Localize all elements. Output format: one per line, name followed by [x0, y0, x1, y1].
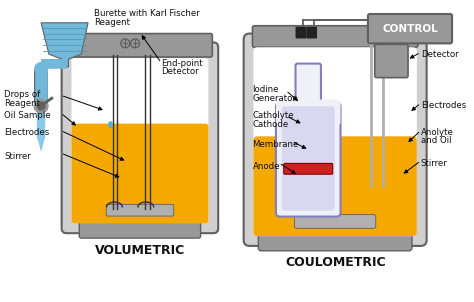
FancyBboxPatch shape	[254, 136, 417, 236]
Text: Catholyte: Catholyte	[253, 111, 294, 120]
Text: Anode: Anode	[253, 162, 280, 171]
Text: Anolyte: Anolyte	[421, 127, 454, 137]
Text: and Oil: and Oil	[421, 136, 451, 145]
Text: Iodine: Iodine	[253, 85, 279, 95]
FancyBboxPatch shape	[41, 59, 66, 69]
Text: Detector: Detector	[421, 50, 458, 59]
FancyBboxPatch shape	[72, 124, 209, 223]
Text: Electrodes: Electrodes	[421, 101, 466, 110]
FancyBboxPatch shape	[295, 27, 306, 38]
Text: Stirrer: Stirrer	[421, 159, 447, 168]
Circle shape	[37, 102, 45, 110]
FancyBboxPatch shape	[276, 100, 340, 126]
FancyBboxPatch shape	[62, 42, 218, 233]
Text: End-point: End-point	[162, 59, 203, 68]
FancyBboxPatch shape	[306, 27, 317, 38]
FancyBboxPatch shape	[368, 14, 452, 43]
FancyBboxPatch shape	[295, 63, 321, 116]
Text: Drops of: Drops of	[4, 90, 40, 99]
Text: CONTROL: CONTROL	[382, 24, 438, 34]
FancyBboxPatch shape	[375, 44, 408, 78]
FancyBboxPatch shape	[244, 34, 427, 246]
FancyBboxPatch shape	[79, 220, 201, 238]
FancyBboxPatch shape	[253, 26, 418, 47]
Text: Oil Sample: Oil Sample	[4, 111, 51, 120]
Text: Cathode: Cathode	[253, 120, 289, 129]
FancyBboxPatch shape	[276, 103, 340, 217]
Text: Stirrer: Stirrer	[4, 152, 31, 161]
FancyBboxPatch shape	[258, 231, 412, 251]
FancyBboxPatch shape	[106, 204, 173, 216]
FancyBboxPatch shape	[284, 163, 333, 174]
FancyBboxPatch shape	[254, 47, 417, 236]
Ellipse shape	[34, 62, 48, 76]
Ellipse shape	[108, 121, 113, 128]
Text: VOLUMETRIC: VOLUMETRIC	[95, 244, 185, 257]
FancyBboxPatch shape	[72, 58, 209, 223]
Text: Reagent: Reagent	[94, 18, 130, 27]
Polygon shape	[37, 137, 45, 152]
FancyBboxPatch shape	[294, 215, 376, 228]
FancyBboxPatch shape	[67, 34, 212, 57]
Text: Reagent: Reagent	[4, 99, 40, 108]
Text: Burette with Karl Fischer: Burette with Karl Fischer	[94, 9, 200, 18]
Circle shape	[34, 99, 48, 113]
Text: Detector: Detector	[162, 67, 199, 76]
Text: Generator: Generator	[253, 94, 296, 103]
Polygon shape	[41, 23, 88, 67]
Text: Membrane: Membrane	[253, 140, 299, 149]
Text: Electrodes: Electrodes	[4, 128, 49, 137]
FancyBboxPatch shape	[282, 106, 335, 211]
Text: COULOMETRIC: COULOMETRIC	[285, 256, 386, 269]
